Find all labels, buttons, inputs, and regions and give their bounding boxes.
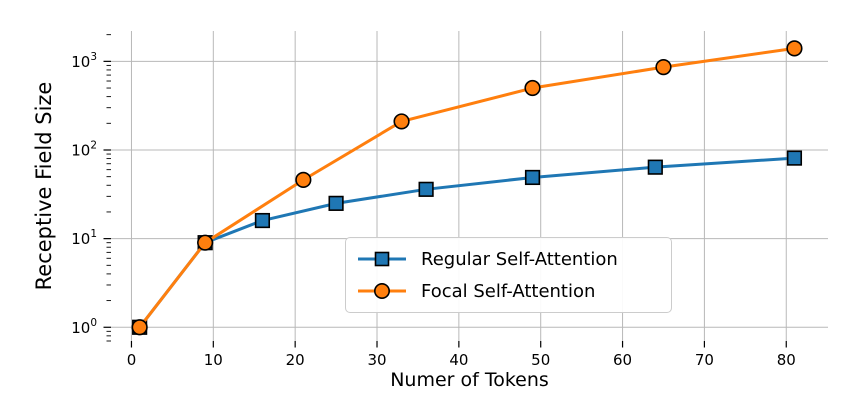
y-axis-label: Receptive Field Size (32, 81, 56, 291)
data-point-marker-focal-self-attention (524, 79, 541, 97)
x-tick-label: 40 (449, 351, 468, 369)
data-point-marker-regular-self-attention (786, 150, 803, 166)
data-point-marker-regular-self-attention (254, 212, 271, 229)
legend-square-marker-icon (358, 251, 406, 267)
x-tick-label: 20 (286, 351, 305, 369)
data-point-marker-focal-self-attention (295, 171, 312, 188)
data-point-marker-focal-self-attention (393, 113, 410, 130)
x-tick-label: 70 (695, 351, 714, 369)
y-tick-label: 102 (71, 139, 97, 159)
x-tick-label: 30 (367, 351, 386, 369)
legend-box: Regular Self-Attention Focal Self-Attent… (345, 237, 672, 313)
data-point-marker-regular-self-attention (418, 181, 434, 197)
y-tick-label: 100 (71, 317, 97, 337)
legend-circle-marker-icon (358, 283, 406, 299)
x-axis-label: Numer of Tokens (390, 369, 549, 391)
x-tick-label: 50 (531, 351, 550, 369)
legend-label: Focal Self-Attention (421, 280, 596, 302)
x-tick-label: 0 (127, 351, 137, 369)
x-tick-label: 80 (777, 351, 796, 369)
series-line-regular-self-attention (138, 156, 796, 329)
y-tick-label: 103 (71, 51, 97, 71)
legend-item-regular-self-attention: Regular Self-Attention (356, 248, 661, 270)
legend-label: Regular Self-Attention (421, 248, 618, 270)
data-point-marker-regular-self-attention (647, 159, 663, 175)
data-point-marker-focal-self-attention (197, 234, 214, 251)
y-tick-label: 101 (71, 228, 97, 248)
legend-item-focal-self-attention: Focal Self-Attention (356, 280, 661, 302)
data-point-marker-regular-self-attention (328, 195, 344, 211)
data-point-marker-focal-self-attention (131, 319, 148, 336)
data-point-marker-focal-self-attention (786, 40, 803, 57)
x-tick-label: 10 (204, 351, 223, 369)
data-point-marker-focal-self-attention (655, 59, 672, 76)
x-tick-label: 60 (613, 351, 632, 369)
data-point-marker-regular-self-attention (524, 169, 541, 186)
